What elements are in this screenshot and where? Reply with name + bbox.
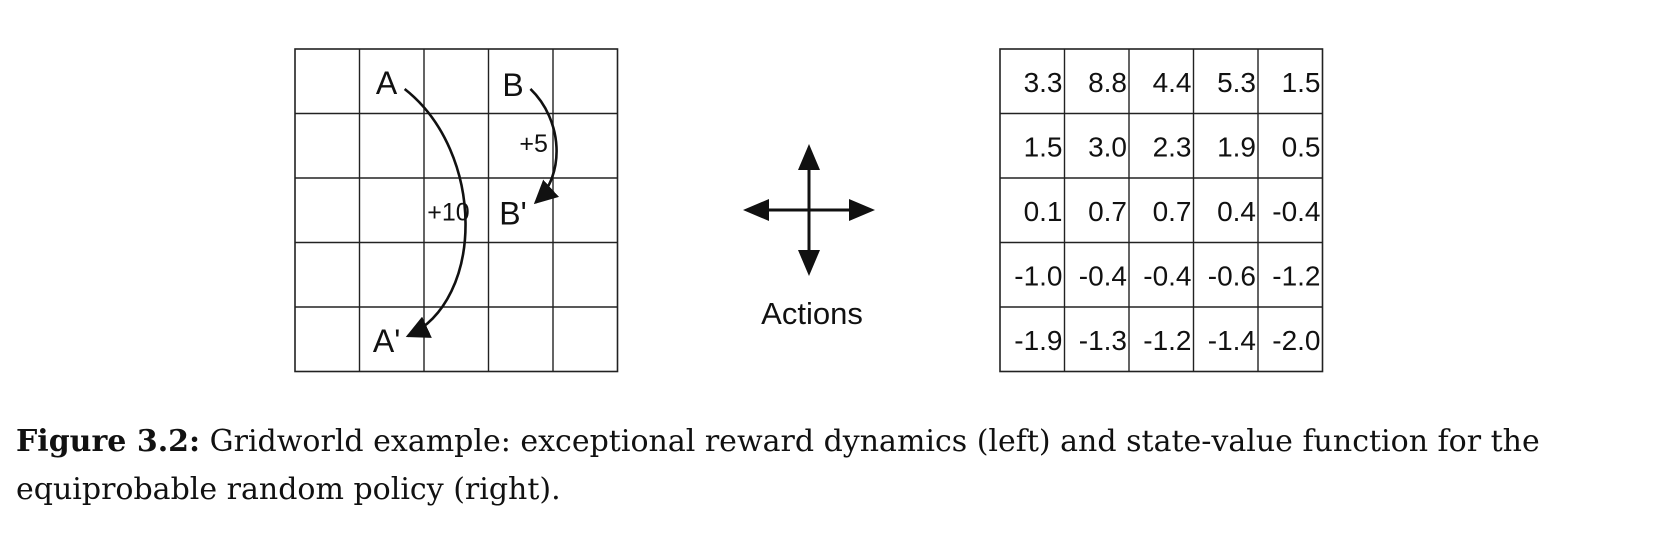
value-cell: -1.2 <box>1272 261 1320 292</box>
value-cell: 1.9 <box>1217 132 1256 163</box>
actions-label: Actions <box>761 296 863 331</box>
value-cell: 0.5 <box>1282 132 1321 163</box>
left-grid-border <box>294 48 619 373</box>
actions-cross-icon <box>743 144 875 276</box>
value-cell: 0.7 <box>1088 196 1127 227</box>
value-cell: 1.5 <box>1024 132 1063 163</box>
value-cell: 5.3 <box>1217 67 1256 98</box>
value-cell: -0.4 <box>1079 261 1127 292</box>
value-cell: -0.6 <box>1208 261 1256 292</box>
state-label-a-prime: A' <box>373 323 400 359</box>
value-grid-right: 3.3 8.8 4.4 5.3 1.5 1.5 3.0 2.3 1.9 0.5 0.1 0.7 0.7 0… <box>999 48 1324 373</box>
figure-caption: Figure 3.2: Gridworld example: exception… <box>16 418 1656 514</box>
value-cell: -0.4 <box>1143 261 1191 292</box>
value-cell: 0.4 <box>1217 196 1256 227</box>
state-label-b-prime: B' <box>499 195 526 231</box>
gridworld-left: A B B' A' +10 +5 <box>294 48 619 373</box>
value-cell: 3.3 <box>1024 67 1063 98</box>
value-cell: 0.1 <box>1024 196 1063 227</box>
value-cell: -1.4 <box>1208 325 1256 356</box>
value-cell: 4.4 <box>1153 67 1192 98</box>
value-cell: -1.0 <box>1014 261 1062 292</box>
transition-arrow-b <box>529 88 560 205</box>
value-cell: 0.7 <box>1153 196 1192 227</box>
figure: A BB'A'+10+5 Actions 3.3 8.8 4.4 5.3 1.51.5 3.… <box>294 48 1324 373</box>
value-cell: 2.3 <box>1153 132 1192 163</box>
value-grid-border <box>999 48 1324 373</box>
reward-label-b: +5 <box>519 130 548 158</box>
value-cell: -1.3 <box>1079 325 1127 356</box>
value-cell: -1.2 <box>1143 325 1191 356</box>
caption-label: Figure 3.2: <box>16 424 201 459</box>
caption-text: Gridworld example: exceptional reward dy… <box>16 424 1540 507</box>
value-cell: -2.0 <box>1272 325 1320 356</box>
transition-arrow-a <box>403 87 467 338</box>
state-label-a: A <box>376 65 398 101</box>
reward-label-a: +10 <box>427 199 469 227</box>
value-cell: 1.5 <box>1282 67 1321 98</box>
value-cell: -0.4 <box>1272 196 1320 227</box>
value-cell: 3.0 <box>1088 132 1127 163</box>
value-cell: -1.9 <box>1014 325 1062 356</box>
state-label-b: B <box>502 67 523 103</box>
value-cell: 8.8 <box>1088 67 1127 98</box>
